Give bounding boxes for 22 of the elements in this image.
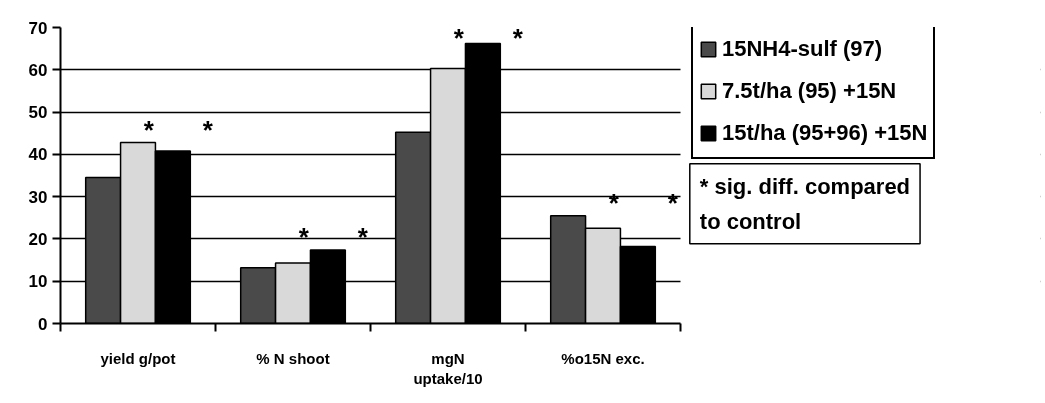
annotation: * — [202, 114, 214, 145]
x-tick-label: %o15N exc. — [561, 349, 645, 367]
x-tick-label: mgN uptake/10 — [413, 349, 483, 387]
y-tick-label: 40 — [28, 145, 48, 165]
y-tick-label: 0 — [38, 314, 48, 334]
y-tick-label: 30 — [28, 187, 48, 207]
y-tick-label: 50 — [28, 103, 48, 123]
legend-label: 15t/ha (95+96) +15N — [722, 119, 928, 147]
legend-label: 15NH4-sulf (97) — [722, 35, 883, 63]
legend-label: 7.5t/ha (95) +15N — [722, 77, 897, 105]
x-tick-label: % N shoot — [256, 349, 330, 367]
y-tick-label: 20 — [28, 229, 48, 249]
x-tick-label: yield g/pot — [100, 349, 176, 367]
y-tick-label: 70 — [28, 18, 48, 38]
text: * sig. diff. compared to control — [699, 173, 911, 234]
annotation: * — [357, 222, 369, 253]
y-tick-label: 10 — [28, 272, 48, 292]
annotation: * — [453, 23, 465, 54]
annotation: * — [512, 23, 524, 54]
y-tick-label: 60 — [28, 60, 48, 80]
annotation: * — [143, 114, 155, 145]
annotation: * — [298, 222, 310, 253]
